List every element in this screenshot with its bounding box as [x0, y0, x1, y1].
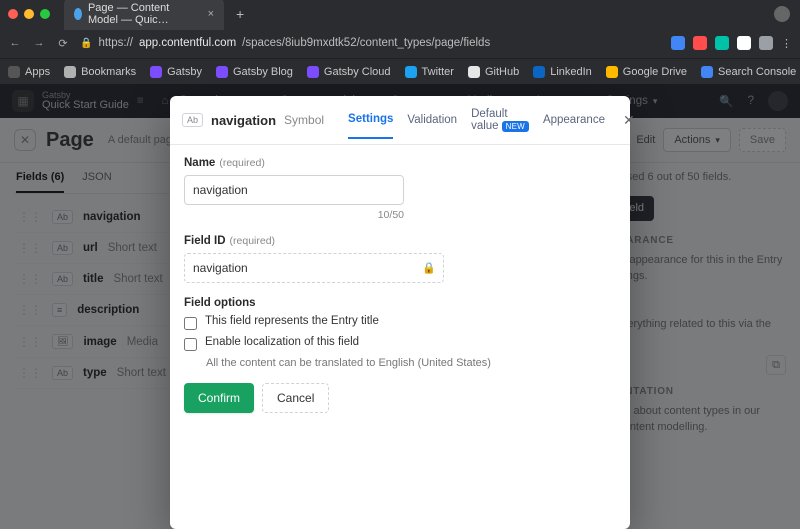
- extension-icon[interactable]: [715, 36, 729, 50]
- modal-tab-validation[interactable]: Validation: [407, 102, 457, 138]
- name-input[interactable]: [184, 175, 404, 205]
- entry-title-option[interactable]: This field represents the Entry title: [184, 315, 616, 330]
- bookmark-icon: [468, 66, 480, 78]
- modal-tab-settings[interactable]: Settings: [348, 101, 393, 139]
- browser-menu-icon[interactable]: ⋮: [781, 37, 792, 50]
- bookmark-item[interactable]: GitHub: [468, 66, 519, 78]
- confirm-button[interactable]: Confirm: [184, 383, 254, 413]
- bookmark-icon: [606, 66, 618, 78]
- lock-icon[interactable]: 🔒: [422, 262, 436, 275]
- bookmark-item[interactable]: LinkedIn: [533, 66, 592, 78]
- maximize-window[interactable]: [40, 9, 50, 19]
- options-label: Field options: [184, 297, 256, 309]
- window-controls: [8, 9, 50, 19]
- extensions: ⋮: [671, 36, 792, 50]
- extension-icon[interactable]: [693, 36, 707, 50]
- bookmark-item[interactable]: Search Console: [701, 66, 796, 78]
- bookmark-item[interactable]: Bookmarks: [64, 66, 136, 78]
- modal-tab-appearance[interactable]: Appearance: [543, 102, 605, 138]
- bookmark-label: Google Drive: [623, 66, 687, 78]
- bookmark-label: Bookmarks: [81, 66, 136, 78]
- url-scheme: https://: [98, 37, 133, 49]
- reload-button[interactable]: ⟳: [56, 37, 70, 50]
- close-window[interactable]: [8, 9, 18, 19]
- bookmark-icon: [405, 66, 417, 78]
- modal-field-name: navigation: [211, 113, 276, 128]
- url-host: app.contentful.com: [139, 37, 236, 49]
- bookmark-item[interactable]: Gatsby Cloud: [307, 66, 391, 78]
- name-label: Name: [184, 157, 215, 169]
- required-hint-2: (required): [230, 235, 276, 247]
- fieldid-input[interactable]: [184, 253, 444, 283]
- extension-icon[interactable]: [737, 36, 751, 50]
- localization-checkbox[interactable]: [184, 338, 197, 351]
- browser-tabbar: Page — Content Model — Quic… × +: [0, 0, 800, 28]
- field-type-tag: Ab: [182, 113, 203, 127]
- close-icon[interactable]: ✕: [619, 112, 639, 129]
- bookmark-item[interactable]: Google Drive: [606, 66, 687, 78]
- extension-icon[interactable]: [759, 36, 773, 50]
- bookmark-icon: [216, 66, 228, 78]
- bookmark-icon: [307, 66, 319, 78]
- new-badge: NEW: [502, 121, 529, 132]
- name-counter: 10/50: [184, 209, 404, 221]
- entry-title-label: This field represents the Entry title: [205, 315, 379, 327]
- lock-icon: 🔒: [80, 38, 92, 49]
- minimize-window[interactable]: [24, 9, 34, 19]
- browser-toolbar: ← → ⟳ 🔒 https:// app.contentful.com /spa…: [0, 28, 800, 58]
- bookmark-label: Search Console: [718, 66, 796, 78]
- bookmark-item[interactable]: Gatsby Blog: [216, 66, 293, 78]
- favicon-icon: [74, 8, 82, 20]
- entry-title-checkbox[interactable]: [184, 317, 197, 330]
- close-tab-icon[interactable]: ×: [208, 8, 214, 20]
- fieldid-label: Field ID: [184, 235, 226, 247]
- bookmark-label: Gatsby: [167, 66, 202, 78]
- tab-title: Page — Content Model — Quic…: [88, 2, 198, 26]
- forward-button[interactable]: →: [32, 37, 46, 49]
- apps-button[interactable]: Apps: [8, 66, 50, 78]
- modal-overlay: Ab navigation Symbol Settings Validation…: [0, 84, 800, 529]
- back-button[interactable]: ←: [8, 37, 22, 49]
- browser-tab[interactable]: Page — Content Model — Quic… ×: [64, 0, 224, 30]
- bookmark-label: Gatsby Cloud: [324, 66, 391, 78]
- new-tab-button[interactable]: +: [230, 6, 250, 22]
- profile-avatar-icon[interactable]: [774, 6, 790, 22]
- bookmark-label: GitHub: [485, 66, 519, 78]
- address-bar[interactable]: 🔒 https:// app.contentful.com /spaces/8i…: [80, 37, 490, 49]
- bookmark-icon: [150, 66, 162, 78]
- extension-icon[interactable]: [671, 36, 685, 50]
- bookmark-label: Gatsby Blog: [233, 66, 293, 78]
- bookmark-icon: [533, 66, 545, 78]
- localization-helper: All the content can be translated to Eng…: [206, 357, 616, 369]
- localization-label: Enable localization of this field: [205, 336, 359, 348]
- apps-label: Apps: [25, 66, 50, 78]
- bookmark-label: LinkedIn: [550, 66, 592, 78]
- bookmark-icon: [64, 66, 76, 78]
- modal-field-kind: Symbol: [284, 113, 324, 127]
- bookmark-item[interactable]: Twitter: [405, 66, 454, 78]
- bookmark-icon: [701, 66, 713, 78]
- modal-tab-default[interactable]: Default valueNEW: [471, 96, 529, 144]
- url-path: /spaces/8iub9mxdtk52/content_types/page/…: [242, 37, 490, 49]
- localization-option[interactable]: Enable localization of this field: [184, 336, 616, 351]
- field-settings-modal: Ab navigation Symbol Settings Validation…: [170, 96, 630, 529]
- bookmarks-bar: Apps Bookmarks Gatsby Gatsby Blog Gatsby Cl…: [0, 58, 800, 84]
- required-hint: (required): [219, 157, 265, 169]
- cancel-button[interactable]: Cancel: [262, 383, 329, 413]
- bookmark-item[interactable]: Gatsby: [150, 66, 202, 78]
- bookmark-label: Twitter: [422, 66, 454, 78]
